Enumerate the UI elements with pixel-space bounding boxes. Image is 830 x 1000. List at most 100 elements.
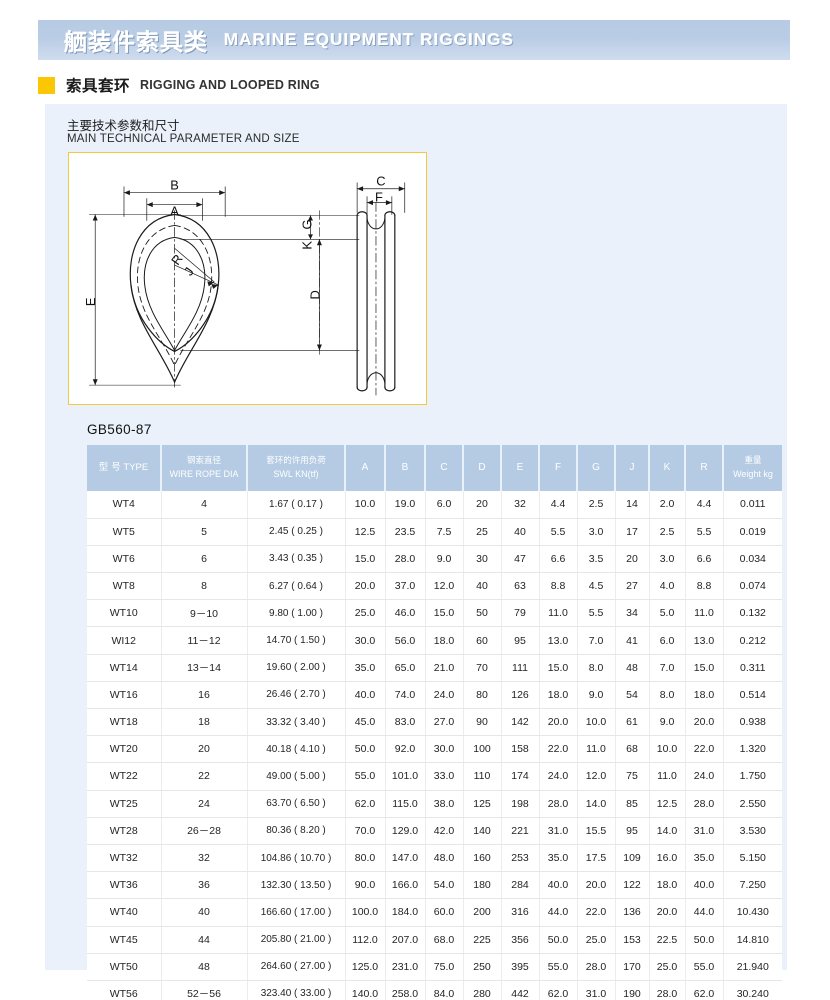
table-cell: 250	[463, 953, 502, 981]
table-cell: 11.0	[577, 735, 616, 764]
specification-table: 型 号 TYPE 钢索直径 WIRE ROPE DIA 套环的许用负荷 SWL KN(t…	[87, 445, 782, 1000]
table-cell: WT28	[87, 817, 162, 845]
table-cell: 54.0	[425, 871, 464, 900]
table-col-header-swl-kn-tf: 套环的许用负荷 SWL KN(tf)	[247, 445, 346, 491]
table-cell: 0.311	[723, 654, 782, 682]
table-cell: 3.0	[577, 518, 616, 546]
table-cell: 13－14	[161, 654, 248, 682]
section-title-en: RIGGING AND LOOPED RING	[140, 78, 320, 92]
table-cell: 184.0	[385, 898, 426, 927]
table-cell: 4	[161, 491, 248, 519]
table-cell: 20	[161, 735, 248, 764]
table-cell: WI12	[87, 626, 162, 655]
table-cell: 49.00 ( 5.00 )	[247, 762, 346, 791]
table-cell: 80.36 ( 8.20 )	[247, 817, 346, 845]
table-col-header-b: B	[385, 445, 426, 491]
table-row: WT20 20 40.18 ( 4.10 ) 50.0 92.0 30.0 100 158 22…	[87, 735, 782, 764]
table-row: WT8 8 6.27 ( 0.64 ) 20.0 37.0 12.0 40 63 8.8 4.5 2…	[87, 572, 782, 601]
table-cell: 15.0	[539, 654, 578, 682]
table-cell: 62.0	[539, 980, 578, 1000]
table-col-header-g: G	[577, 445, 616, 491]
table-cell: 30.240	[723, 980, 782, 1000]
table-col-header-r: R	[685, 445, 724, 491]
table-cell: WT8	[87, 572, 162, 601]
table-cell: 207.0	[385, 926, 426, 954]
table-cell: 0.212	[723, 626, 782, 655]
table-cell: 50.0	[539, 926, 578, 954]
table-cell: 80.0	[345, 844, 386, 873]
table-cell: 101.0	[385, 762, 426, 791]
table-cell: 2.5	[649, 518, 686, 546]
table-cell: 28.0	[685, 790, 724, 818]
table-row: WT18 18 33.32 ( 3.40 ) 45.0 83.0 27.0 90 142 20.…	[87, 708, 782, 737]
table-cell: 13.0	[539, 626, 578, 655]
table-cell: 11－12	[161, 626, 248, 655]
table-cell: 15.0	[425, 599, 464, 628]
table-cell: 136	[615, 898, 650, 927]
dim-label-E: E	[83, 297, 98, 306]
table-col-header-k: K	[649, 445, 686, 491]
table-cell: 33.0	[425, 762, 464, 791]
table-cell: 225	[463, 926, 502, 954]
table-cell: WT25	[87, 790, 162, 818]
table-cell: 25.0	[577, 926, 616, 954]
table-cell: 7.0	[577, 626, 616, 655]
table-cell: 40.0	[539, 871, 578, 900]
table-cell: 3.43 ( 0.35 )	[247, 545, 346, 574]
table-cell: 95	[615, 817, 650, 845]
table-cell: 22	[161, 762, 248, 791]
table-cell: 11.0	[649, 762, 686, 791]
table-cell: 27.0	[425, 708, 464, 737]
table-cell: 4.0	[649, 572, 686, 601]
table-cell: 40	[463, 572, 502, 601]
table-cell: 28.0	[577, 953, 616, 981]
table-cell: 140	[463, 817, 502, 845]
table-row: WT14 13－14 19.60 ( 2.00 ) 35.0 65.0 21.0 70 111…	[87, 654, 782, 682]
table-cell: 153	[615, 926, 650, 954]
table-cell: 140.0	[345, 980, 386, 1000]
table-cell: 65.0	[385, 654, 426, 682]
table-row: WT32 32 104.86 ( 10.70 ) 80.0 147.0 48.0 160 25…	[87, 844, 782, 873]
table-cell: 5.5	[685, 518, 724, 546]
table-row: WT22 22 49.00 ( 5.00 ) 55.0 101.0 33.0 110 174 2…	[87, 762, 782, 791]
dim-label-J: J	[181, 265, 197, 279]
table-cell: 36	[161, 871, 248, 900]
table-cell: 16	[161, 681, 248, 710]
table-cell: 25	[463, 518, 502, 546]
table-col-header-c: C	[425, 445, 464, 491]
table-cell: 32	[501, 491, 540, 519]
table-cell: 70.0	[345, 817, 386, 845]
table-cell: 7.5	[425, 518, 464, 546]
table-cell: 34	[615, 599, 650, 628]
table-cell: 56.0	[385, 626, 426, 655]
table-cell: 20.0	[685, 708, 724, 737]
table-cell: 6.0	[649, 626, 686, 655]
table-cell: 20.0	[649, 898, 686, 927]
table-cell: 20.0	[577, 871, 616, 900]
table-cell: 18.0	[685, 681, 724, 710]
table-cell: 40.18 ( 4.10 )	[247, 735, 346, 764]
table-cell: 16.0	[649, 844, 686, 873]
table-row: WT16 16 26.46 ( 2.70 ) 40.0 74.0 24.0 80 126 18.…	[87, 681, 782, 710]
table-cell: 22.0	[539, 735, 578, 764]
table-cell: 9.0	[577, 681, 616, 710]
table-cell: 7.250	[723, 871, 782, 900]
table-cell: 13.0	[685, 626, 724, 655]
table-header-row: 型 号 TYPE 钢索直径 WIRE ROPE DIA 套环的许用负荷 SWL KN(t…	[87, 445, 782, 491]
table-cell: 125	[463, 790, 502, 818]
table-cell: 8.8	[539, 572, 578, 601]
params-label-cn: 主要技术参数和尺寸	[67, 118, 180, 133]
table-cell: 79	[501, 599, 540, 628]
banner-title-cn: 舾装件索具类	[64, 30, 208, 56]
table-cell: 100.0	[345, 898, 386, 927]
table-cell: 75.0	[425, 953, 464, 981]
table-cell: 55.0	[345, 762, 386, 791]
table-col-header-wire-rope-dia: 钢索直径 WIRE ROPE DIA	[161, 445, 248, 491]
table-cell: 62.0	[685, 980, 724, 1000]
table-cell: 7.0	[649, 654, 686, 682]
content-panel: 主要技术参数和尺寸 MAIN TECHNICAL PARAMETER AND S…	[45, 104, 787, 1000]
table-cell: 24.0	[425, 681, 464, 710]
table-cell: 8.0	[577, 654, 616, 682]
table-cell: 30	[463, 545, 502, 574]
table-cell: 9.0	[425, 545, 464, 574]
